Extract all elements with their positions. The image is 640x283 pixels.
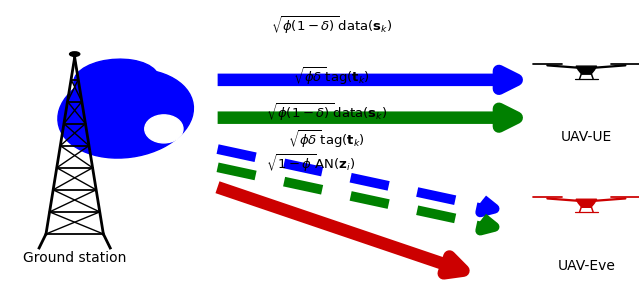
Text: Ground station: Ground station bbox=[23, 251, 126, 265]
Text: UAV-Eve: UAV-Eve bbox=[557, 259, 615, 273]
Ellipse shape bbox=[74, 59, 158, 100]
Circle shape bbox=[70, 52, 80, 56]
Text: $\sqrt{\phi\delta\,}\mathrm{tag}(\mathbf{t}_k)$: $\sqrt{\phi\delta\,}\mathrm{tag}(\mathbf… bbox=[293, 65, 370, 87]
Ellipse shape bbox=[109, 90, 173, 140]
Ellipse shape bbox=[58, 69, 193, 158]
Text: $\sqrt{1-\phi\,}\mathrm{AN}(\mathbf{z}_i)$: $\sqrt{1-\phi\,}\mathrm{AN}(\mathbf{z}_i… bbox=[266, 152, 355, 174]
Text: $\sqrt{\phi\delta\,}\mathrm{tag}(\mathbf{t}_k)$: $\sqrt{\phi\delta\,}\mathrm{tag}(\mathbf… bbox=[288, 128, 365, 151]
Text: $\sqrt{\phi(1-\delta)\,}\mathrm{data}(\mathbf{s}_k)$: $\sqrt{\phi(1-\delta)\,}\mathrm{data}(\m… bbox=[266, 101, 387, 123]
Ellipse shape bbox=[145, 115, 183, 143]
Text: UAV-UE: UAV-UE bbox=[561, 130, 612, 144]
Text: $\sqrt{\phi(1-\delta)\,}\mathrm{data}(\mathbf{s}_k)$: $\sqrt{\phi(1-\delta)\,}\mathrm{data}(\m… bbox=[271, 14, 392, 37]
Polygon shape bbox=[576, 199, 596, 207]
Ellipse shape bbox=[65, 95, 110, 120]
Polygon shape bbox=[576, 66, 596, 74]
